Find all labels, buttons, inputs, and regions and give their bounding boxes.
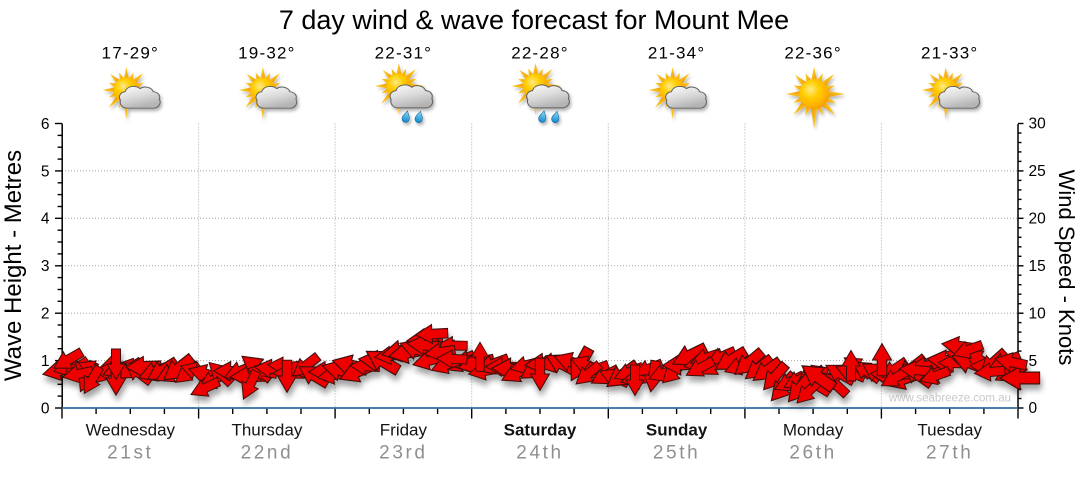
svg-text:24th: 24th bbox=[516, 443, 563, 464]
svg-text:30: 30 bbox=[1029, 116, 1047, 133]
svg-text:Wave Height - Metres: Wave Height - Metres bbox=[0, 150, 27, 381]
svg-text:6: 6 bbox=[41, 116, 50, 133]
svg-text:22nd: 22nd bbox=[241, 443, 294, 464]
svg-text:22-36°: 22-36° bbox=[784, 44, 841, 63]
svg-text:Tuesday: Tuesday bbox=[917, 421, 982, 440]
svg-text:25: 25 bbox=[1029, 163, 1046, 180]
svg-text:Sunday: Sunday bbox=[646, 421, 708, 440]
svg-text:www.seabreeze.com.au: www.seabreeze.com.au bbox=[888, 393, 1011, 405]
svg-text:23rd: 23rd bbox=[379, 443, 427, 464]
svg-text:Saturday: Saturday bbox=[504, 421, 577, 440]
svg-text:5: 5 bbox=[41, 163, 50, 180]
svg-text:5: 5 bbox=[1029, 353, 1038, 370]
svg-text:21-33°: 21-33° bbox=[921, 44, 978, 63]
svg-text:0: 0 bbox=[1029, 400, 1038, 417]
svg-text:3: 3 bbox=[41, 258, 50, 275]
svg-text:20: 20 bbox=[1029, 211, 1047, 228]
svg-text:21st: 21st bbox=[107, 443, 153, 464]
svg-text:1: 1 bbox=[41, 353, 50, 370]
svg-text:25th: 25th bbox=[653, 443, 700, 464]
svg-text:4: 4 bbox=[41, 211, 50, 228]
svg-text:22-28°: 22-28° bbox=[511, 44, 568, 63]
svg-text:10: 10 bbox=[1029, 305, 1047, 322]
svg-text:22-31°: 22-31° bbox=[375, 44, 432, 63]
svg-text:Wind Speed - Knots: Wind Speed - Knots bbox=[1054, 170, 1079, 366]
svg-text:Friday: Friday bbox=[380, 421, 428, 440]
svg-text:7 day wind & wave forecast for: 7 day wind & wave forecast for Mount Mee bbox=[279, 5, 789, 35]
svg-text:2: 2 bbox=[41, 306, 50, 323]
svg-text:17-29°: 17-29° bbox=[102, 44, 159, 63]
svg-text:27th: 27th bbox=[926, 443, 973, 464]
svg-text:19-32°: 19-32° bbox=[238, 44, 295, 63]
svg-text:21-34°: 21-34° bbox=[648, 44, 705, 63]
svg-text:Thursday: Thursday bbox=[231, 421, 302, 440]
svg-text:15: 15 bbox=[1029, 258, 1046, 275]
svg-text:0: 0 bbox=[41, 400, 50, 417]
svg-text:Wednesday: Wednesday bbox=[86, 421, 176, 440]
svg-text:26th: 26th bbox=[789, 443, 836, 464]
svg-text:Monday: Monday bbox=[783, 421, 844, 440]
